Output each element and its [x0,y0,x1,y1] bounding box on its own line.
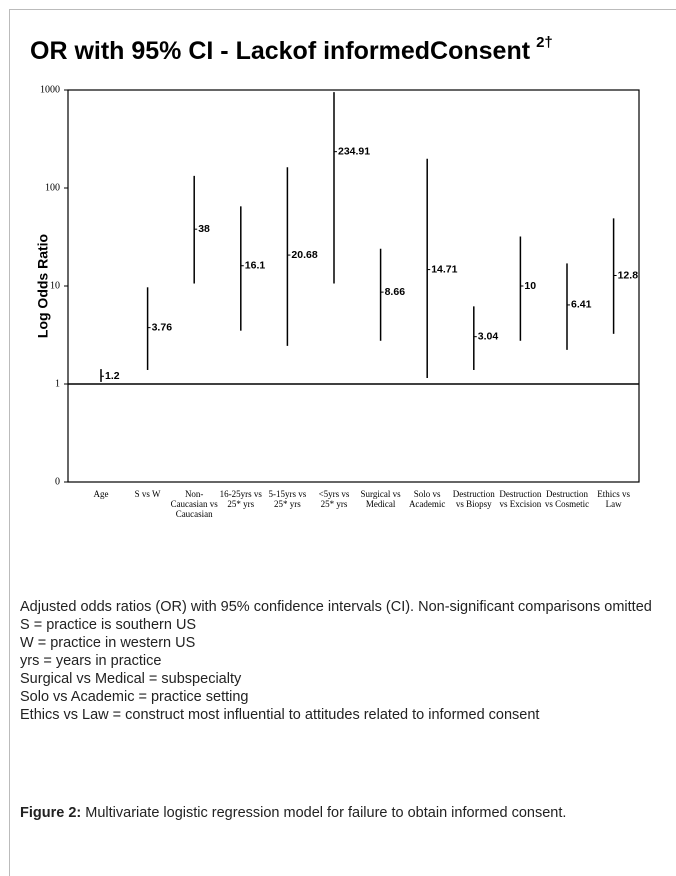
value-label: 10 [524,280,536,292]
value-label: 12.8 [618,269,639,281]
value-label: 6.41 [571,299,592,311]
value-label: 14.71 [431,263,457,275]
x-tick-label: Surgical vs Medical [360,489,401,509]
value-label: 3.04 [478,330,499,342]
title-sup: 2† [536,34,553,51]
note-line: W = practice in western US [20,635,196,651]
note-line: Adjusted odds ratios (OR) with 95% confi… [20,599,652,615]
x-tick-label: S vs W [134,489,161,499]
figure-label: Figure 2: [20,805,82,821]
y-tick-label: 1 [55,378,60,389]
value-label: 234.91 [338,145,370,157]
figure-caption: Figure 2: Multivariate logistic regressi… [20,804,656,822]
value-label: 1.2 [105,370,120,382]
x-tick-label: Age [93,489,109,499]
note-line: S = practice is southern US [20,617,197,633]
y-tick-label: 100 [45,182,60,193]
x-tick-label: Solo vs Academic [408,489,446,509]
figure-frame [9,9,676,876]
x-tick-label: <5yrs vs 25* yrs [318,489,350,509]
y-tick-label: 0 [55,476,60,487]
note-line: yrs = years in practice [20,653,162,669]
value-label: 38 [198,223,210,235]
x-tick-label: 16-25yrs vs 25* yrs [219,489,262,509]
y-axis-label: Log Odds Ratio [35,234,51,338]
x-tick-label: 5-15yrs vs 25* yrs [268,489,307,509]
x-tick-label: Ethics vs Law [597,489,630,509]
x-tick-label: Destruction vs Biopsy [452,489,495,509]
x-tick-label: Destruction vs Cosmetic [544,489,590,509]
value-label: 8.66 [385,286,406,298]
note-line: Ethics vs Law = construct most influenti… [20,707,540,723]
value-label: 20.68 [291,249,317,261]
chart-title: OR with 95% CI - Lackof informedConsent 2… [30,34,553,65]
notes: Adjusted odds ratios (OR) with 95% confi… [20,598,656,724]
value-label: 3.76 [152,321,173,333]
x-tick-label: Non- Caucasian vs Caucasian [170,489,218,519]
value-label: 16.1 [245,260,266,272]
y-tick-label: 10 [50,280,60,291]
x-tick-label: Destruction vs Excision [499,489,542,509]
note-line: Solo vs Academic = practice setting [20,689,249,705]
y-tick-label: 1000 [40,84,60,95]
chart: OR with 95% CI - Lackof informedConsent 2… [30,34,640,487]
figure-caption-text: Multivariate logistic regression model f… [85,805,567,821]
title-text: OR with 95% CI - Lackof informedConsent [30,37,531,65]
note-line: Surgical vs Medical = subspecialty [20,671,242,687]
